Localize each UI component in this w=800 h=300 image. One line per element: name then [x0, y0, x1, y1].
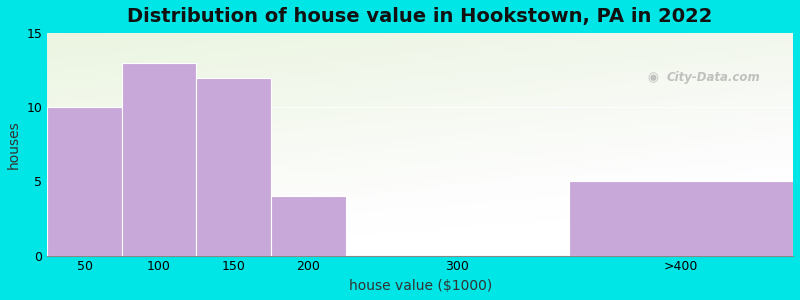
Text: City-Data.com: City-Data.com — [666, 71, 760, 84]
Bar — [570, 182, 793, 256]
Y-axis label: houses: houses — [7, 120, 21, 169]
Bar — [122, 63, 197, 256]
Bar — [47, 107, 122, 256]
Bar — [197, 78, 271, 256]
X-axis label: house value ($1000): house value ($1000) — [349, 279, 492, 293]
Text: ◉: ◉ — [648, 71, 658, 84]
Title: Distribution of house value in Hookstown, PA in 2022: Distribution of house value in Hookstown… — [127, 7, 713, 26]
Bar — [271, 196, 346, 256]
